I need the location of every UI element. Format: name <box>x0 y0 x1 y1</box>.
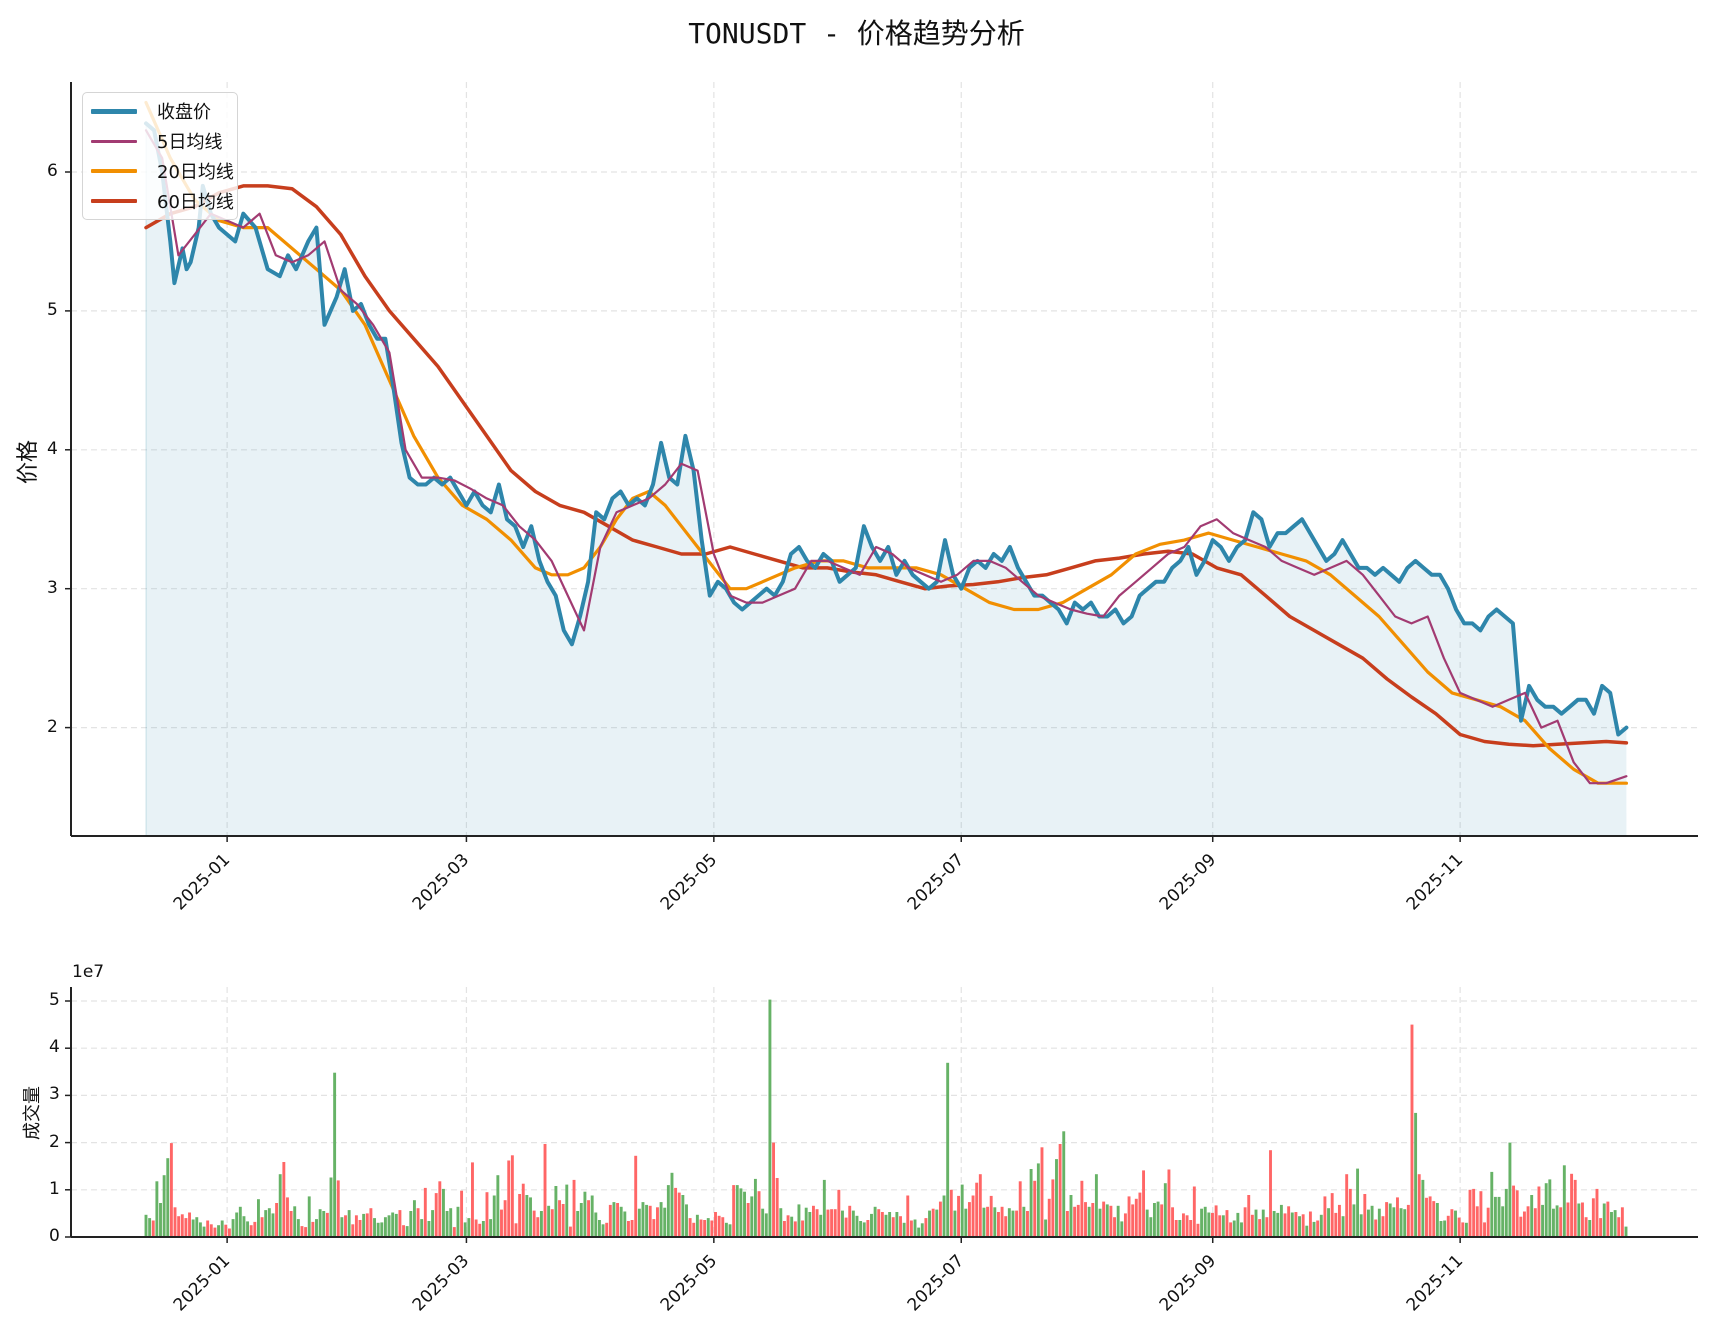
volume-gridlines <box>71 987 1698 1237</box>
legend-item-ma20: 20日均线 <box>91 159 234 183</box>
price-gridlines <box>71 82 1698 836</box>
price-ytick-label: 3 <box>47 577 58 598</box>
legend-item-close: 收盘价 <box>91 99 211 123</box>
volume-ytick-label: 5 <box>49 990 60 1010</box>
legend-label: 60日均线 <box>157 192 234 213</box>
legend: 收盘价 5日均线 20日均线 60日均线 <box>82 92 238 220</box>
price-ytick-label: 4 <box>47 438 58 459</box>
volume-ytick-label: 1 <box>49 1178 60 1199</box>
ma20-line-swatch-icon <box>91 169 137 173</box>
legend-item-ma5: 5日均线 <box>91 129 222 153</box>
legend-item-ma60: 60日均线 <box>91 189 234 213</box>
volume-ytick-label: 3 <box>49 1084 60 1105</box>
volume-ytick-label: 2 <box>49 1131 60 1152</box>
volume-ytick-label: 4 <box>49 1037 60 1058</box>
price-ylabel: 价格 <box>16 439 42 485</box>
price-plot-area <box>144 100 1629 836</box>
price-ytick-label: 5 <box>47 299 58 320</box>
chart-title: TONUSDT - 价格趋势分析 <box>688 17 1025 50</box>
volume-ylabel: 成交量 <box>22 1086 43 1140</box>
ma60-line-swatch-icon <box>91 199 137 203</box>
legend-label: 5日均线 <box>157 132 223 153</box>
legend-label: 收盘价 <box>157 102 211 123</box>
close-line-swatch-icon <box>91 108 137 114</box>
volume-axes <box>65 987 1698 1243</box>
volume-ytick-label: 0 <box>49 1226 60 1246</box>
volume-bars <box>144 999 1628 1237</box>
price-axes <box>65 82 1698 842</box>
price-ytick-label: 6 <box>47 161 58 181</box>
price-ytick-label: 2 <box>47 716 58 737</box>
legend-label: 20日均线 <box>157 162 234 183</box>
volume-offset-text: 1e7 <box>72 962 105 982</box>
ma5-line-swatch-icon <box>91 139 137 143</box>
